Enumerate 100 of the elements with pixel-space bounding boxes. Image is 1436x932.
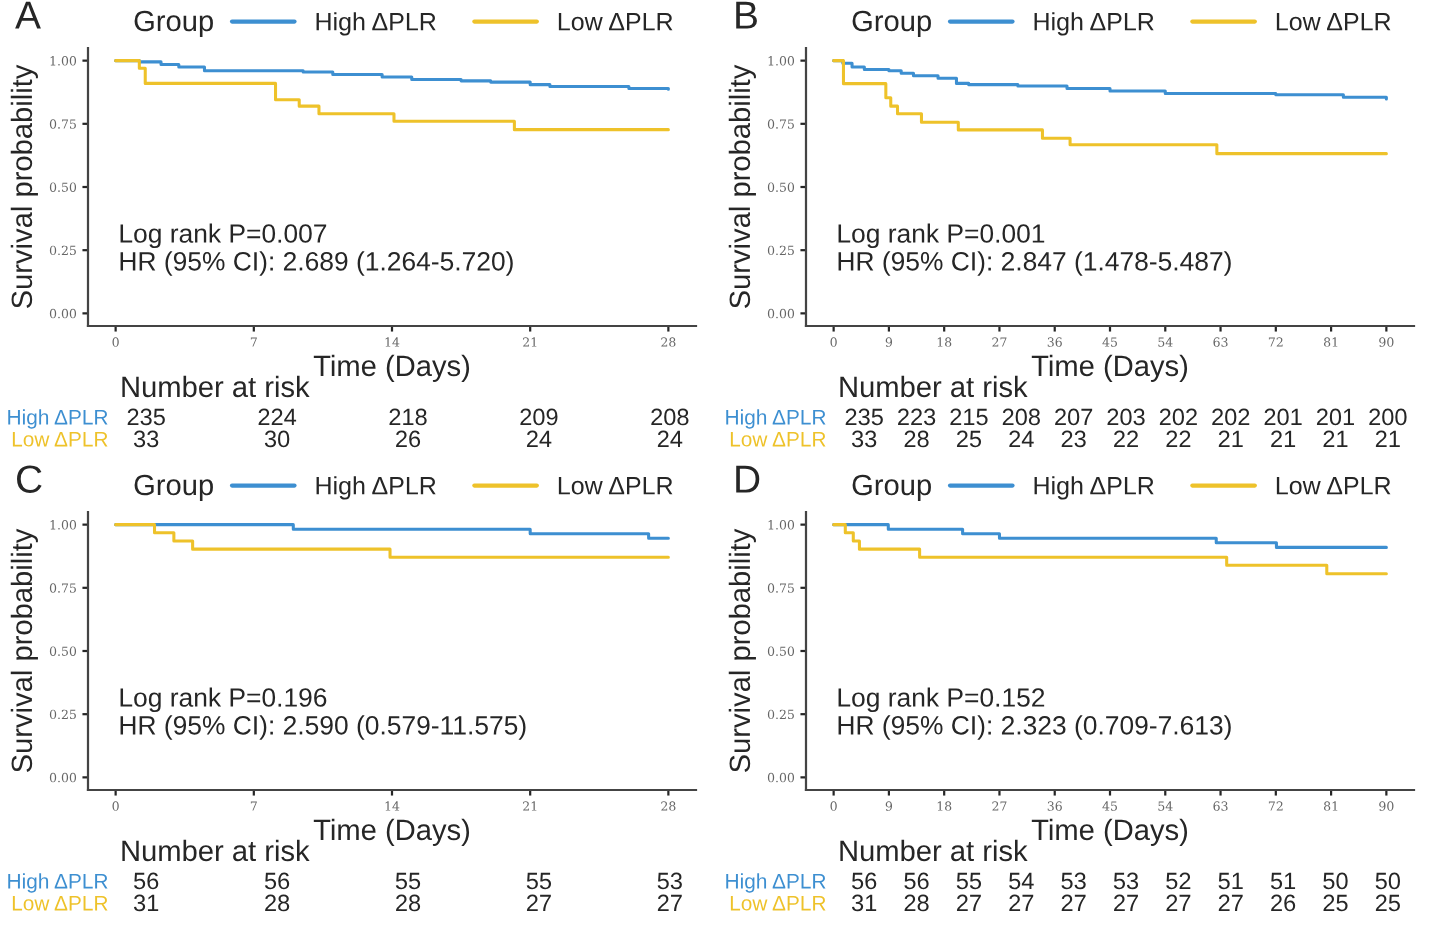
chart-title: D <box>736 465 760 493</box>
legend-label: Low ΔPLR <box>558 477 673 495</box>
x-axis-title: Time (Days) <box>313 354 470 382</box>
legend-title: Group <box>134 474 213 502</box>
text: 50 <box>1375 872 1401 890</box>
legend-title: Group <box>852 10 931 38</box>
legend-title: Group <box>134 10 213 38</box>
text: 223 <box>898 408 936 426</box>
x-axis-title: Time (Days) <box>1031 818 1188 846</box>
legend-label: High ΔPLR <box>1034 12 1154 36</box>
text: High ΔPLR <box>726 873 826 893</box>
text: Low ΔPLR <box>12 896 108 911</box>
text: 33 <box>133 430 159 448</box>
text: 30 <box>264 430 290 448</box>
legend-title: Group <box>852 474 931 502</box>
chart-title: A <box>15 1 41 29</box>
chart-title: B <box>736 1 757 29</box>
text: 56 <box>852 872 877 890</box>
text: 28 <box>396 894 421 912</box>
y-axis-title: Survival probability <box>728 528 756 773</box>
text: High ΔPLR <box>726 409 826 429</box>
text: 25 <box>1323 894 1348 912</box>
text: 22 <box>1166 430 1191 448</box>
text: 208 <box>651 408 689 426</box>
text: 27 <box>1114 894 1138 912</box>
text: 26 <box>396 430 421 448</box>
text: 54 <box>1009 872 1034 890</box>
text: 201 <box>1264 408 1302 426</box>
legend-label: Low ΔPLR <box>1276 13 1391 31</box>
annotation: HR (95% CI): 2.689 (1.264-5.720) <box>120 251 513 276</box>
text: 56 <box>904 872 929 890</box>
text: 235 <box>127 408 165 426</box>
y-axis-title: Survival probability <box>10 528 38 773</box>
legend-label: High ΔPLR <box>316 12 436 36</box>
text: 50 <box>1323 872 1348 890</box>
y-axis-title: Survival probability <box>10 64 38 309</box>
text: 55 <box>956 872 982 890</box>
text: 53 <box>1061 872 1086 890</box>
text: 207 <box>1055 408 1093 426</box>
text: 224 <box>258 408 297 426</box>
text: 21 <box>1375 430 1400 448</box>
annotation: Log rank P=0.007 <box>120 223 327 249</box>
text: 25 <box>956 430 982 448</box>
x-axis-title: Time (Days) <box>1031 354 1188 382</box>
text: 209 <box>520 408 558 426</box>
text: 53 <box>1113 872 1139 890</box>
text: Number at risk <box>122 375 310 398</box>
annotation: HR (95% CI): 2.590 (0.579-11.575) <box>120 715 526 740</box>
text: 218 <box>389 408 427 426</box>
text: 21 <box>1218 430 1243 448</box>
text: 26 <box>1271 894 1296 912</box>
text: 24 <box>1009 430 1034 448</box>
text: 200 <box>1369 408 1407 426</box>
text: 27 <box>1061 894 1086 912</box>
text: 202 <box>1159 408 1197 426</box>
text: 56 <box>134 872 159 890</box>
text: 24 <box>657 430 683 448</box>
text: Low ΔPLR <box>730 432 826 447</box>
legend-label: Low ΔPLR <box>1276 477 1391 495</box>
text: 24 <box>526 430 552 448</box>
text: 208 <box>1002 408 1040 426</box>
text: 215 <box>950 408 988 426</box>
text: 56 <box>264 872 290 890</box>
text: 27 <box>1218 894 1243 912</box>
text: 53 <box>657 872 682 890</box>
text: 55 <box>526 872 552 890</box>
chart-title: C <box>17 465 42 493</box>
text: 201 <box>1316 408 1354 426</box>
text: Low ΔPLR <box>12 432 108 447</box>
annotation: Log rank P=0.196 <box>120 687 327 713</box>
annotation: HR (95% CI): 2.847 (1.478-5.487) <box>838 251 1231 276</box>
text: 27 <box>1009 894 1034 912</box>
text: High ΔPLR <box>8 873 108 893</box>
text: 21 <box>1323 430 1348 448</box>
legend-label: High ΔPLR <box>316 476 436 500</box>
x-axis-title: Time (Days) <box>313 818 470 846</box>
text: 27 <box>526 894 551 912</box>
text: Low ΔPLR <box>730 896 826 911</box>
text: 55 <box>395 872 421 890</box>
text: 235 <box>845 408 883 426</box>
text: 22 <box>1114 430 1138 448</box>
text: 203 <box>1107 408 1145 426</box>
text: High ΔPLR <box>8 409 108 429</box>
text: Number at risk <box>122 839 310 862</box>
text: 202 <box>1212 408 1250 426</box>
text: 27 <box>1166 894 1191 912</box>
text: Number at risk <box>840 375 1028 398</box>
text: 28 <box>904 430 929 448</box>
text: 21 <box>1271 430 1296 448</box>
text: 27 <box>956 894 981 912</box>
text: 28 <box>904 894 929 912</box>
text: 33 <box>851 430 877 448</box>
text: 28 <box>265 894 290 912</box>
text: Number at risk <box>840 839 1028 862</box>
text: 31 <box>851 894 877 912</box>
text: 51 <box>1218 872 1243 890</box>
text: 52 <box>1166 872 1191 890</box>
legend-label: Low ΔPLR <box>558 13 673 31</box>
text: 27 <box>657 894 682 912</box>
text: 51 <box>1270 872 1296 890</box>
